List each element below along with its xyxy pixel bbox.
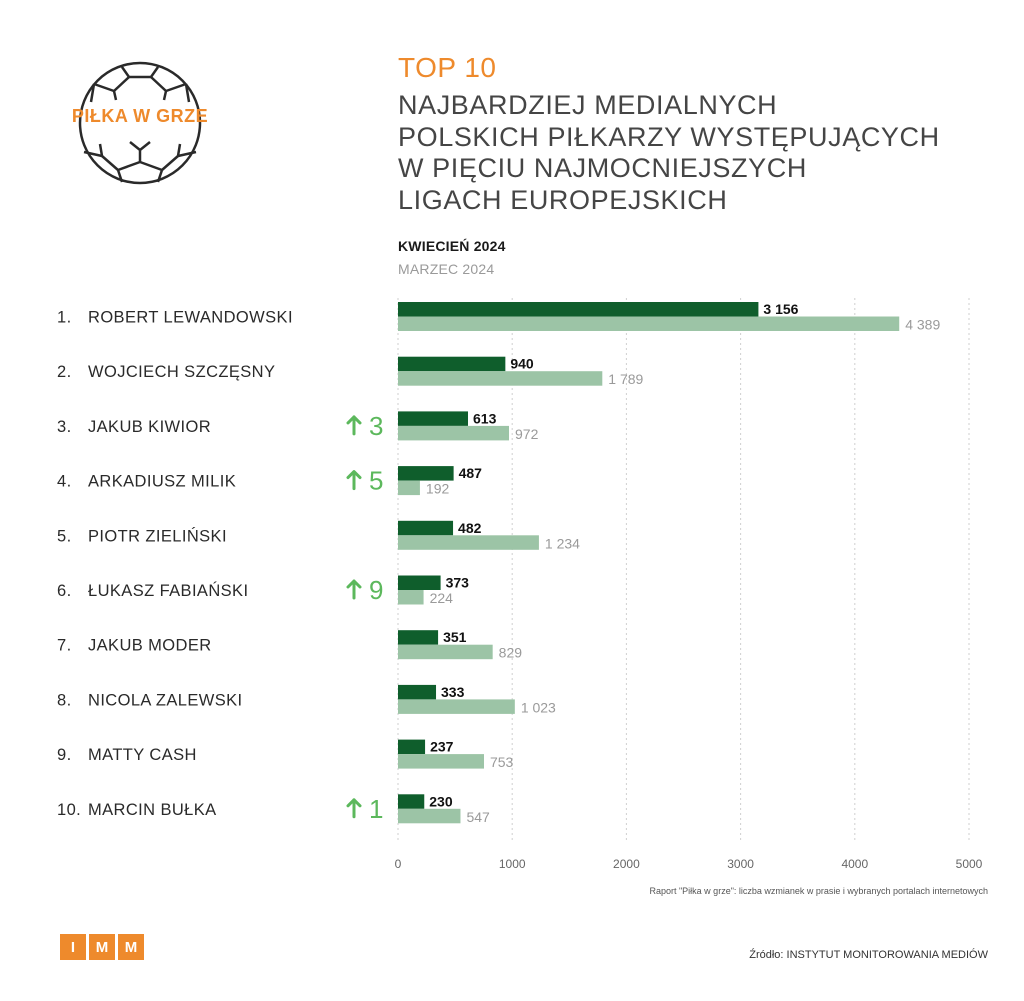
bar-current xyxy=(398,411,469,426)
bar-chart: 0 1000 2000 3000 4000 5000 1. ROBERT LEWANDOWSK… xyxy=(57,298,983,871)
bar-label-current: 487 xyxy=(459,465,483,481)
legend-current: KWIECIEŃ 2024 xyxy=(398,238,506,254)
x-tick-label: 1000 xyxy=(499,857,526,871)
bar-current xyxy=(398,794,425,809)
x-tick-label: 0 xyxy=(395,857,402,871)
bar-label-previous: 1 789 xyxy=(608,371,643,387)
bar-previous xyxy=(398,644,493,660)
player-name: NICOLA ZALEWSKI xyxy=(88,691,243,709)
bar-previous xyxy=(398,425,510,441)
chart-title-line: W PIĘCIU NAJMOCNIEJSZYCH xyxy=(398,153,807,183)
bar-current xyxy=(398,356,506,372)
bar-label-current: 482 xyxy=(458,520,482,536)
imm-logo-letter: M xyxy=(89,934,115,960)
rank-number: 7. xyxy=(57,637,72,655)
bar-previous xyxy=(398,754,484,769)
logo-text: PIŁKA W GRZE xyxy=(71,106,209,126)
bar-label-previous: 224 xyxy=(430,590,454,606)
bar-label-previous: 4 389 xyxy=(905,317,940,333)
imm-logo-letter: I xyxy=(60,934,86,960)
chart-title-line: LIGACH EUROPEJSKICH xyxy=(398,184,728,215)
logo: PIŁKA W GRZE xyxy=(58,58,248,188)
bar-label-current: 3 156 xyxy=(763,301,798,317)
bar-current xyxy=(398,630,439,645)
rank-number: 9. xyxy=(57,746,72,764)
source-text: Źródło: INSTYTUT MONITOROWANIA MEDIÓW xyxy=(749,949,988,961)
bar-label-previous: 547 xyxy=(466,809,490,825)
rank-number: 10. xyxy=(57,801,81,819)
bar-label-current: 230 xyxy=(429,793,453,809)
bar-current xyxy=(398,466,454,481)
player-name: ROBERT LEWANDOWSKI xyxy=(88,309,293,327)
bar-previous xyxy=(398,699,515,714)
bar-label-current: 351 xyxy=(443,629,467,645)
bar-label-previous: 972 xyxy=(515,426,539,442)
player-name: WOJCIECH SZCZĘSNY xyxy=(88,363,275,381)
player-name: ARKADIUSZ MILIK xyxy=(88,473,236,491)
bar-previous xyxy=(398,590,424,605)
bar-previous xyxy=(398,808,461,824)
bar-label-current: 333 xyxy=(441,684,465,700)
bar-previous xyxy=(398,480,420,496)
rank-change-value: 5 xyxy=(369,466,383,496)
bar-label-previous: 192 xyxy=(426,481,450,497)
chart-title: NAJBARDZIEJ MEDIALNYCH POLSKICH PIŁKARZY… xyxy=(398,90,998,216)
imm-logo: I M M xyxy=(60,934,144,960)
player-name: ŁUKASZ FABIAŃSKI xyxy=(88,581,248,600)
bar-label-current: 373 xyxy=(446,575,470,591)
player-name: MARCIN BUŁKA xyxy=(88,801,217,819)
bar-current xyxy=(398,302,759,317)
rank-number: 8. xyxy=(57,691,72,709)
bar-label-current: 237 xyxy=(430,739,454,755)
arrow-up-icon xyxy=(346,470,362,491)
bar-previous xyxy=(398,371,603,386)
rank-number: 3. xyxy=(57,418,72,436)
arrow-up-icon xyxy=(346,415,362,436)
chart-title-top: TOP 10 xyxy=(398,52,497,83)
bar-label-previous: 1 023 xyxy=(521,699,556,715)
legend-previous: MARZEC 2024 xyxy=(398,261,495,277)
bar-label-previous: 1 234 xyxy=(545,535,580,551)
rank-change-value: 1 xyxy=(369,794,383,824)
bar-label-previous: 753 xyxy=(490,754,514,770)
imm-logo-letter: M xyxy=(118,934,144,960)
player-name: JAKUB KIWIOR xyxy=(88,418,211,436)
rank-change-value: 9 xyxy=(369,575,383,605)
rank-change-value: 3 xyxy=(369,411,383,441)
bar-previous xyxy=(398,316,900,331)
x-tick-label: 2000 xyxy=(613,857,640,871)
rank-number: 6. xyxy=(57,582,72,600)
x-tick-label: 5000 xyxy=(956,857,983,871)
player-name: MATTY CASH xyxy=(88,746,197,764)
x-tick-label: 3000 xyxy=(727,857,754,871)
rank-number: 1. xyxy=(57,309,72,327)
x-tick-label: 4000 xyxy=(841,857,868,871)
rank-number: 2. xyxy=(57,363,72,381)
bar-current xyxy=(398,575,441,590)
report-note: Raport "Piłka w grze": liczba wzmianek w… xyxy=(649,886,988,896)
player-name: JAKUB MODER xyxy=(88,637,212,655)
bar-current xyxy=(398,739,426,755)
rank-number: 5. xyxy=(57,527,72,545)
bar-label-previous: 829 xyxy=(499,645,523,661)
bar-previous xyxy=(398,535,539,550)
arrow-up-icon xyxy=(346,798,362,819)
arrow-up-icon xyxy=(346,579,362,600)
chart-title-line: NAJBARDZIEJ MEDIALNYCH xyxy=(398,90,778,120)
bar-current xyxy=(398,684,437,700)
rank-number: 4. xyxy=(57,473,72,491)
football-icon xyxy=(78,61,202,185)
chart-title-line: POLSKICH PIŁKARZY WYSTĘPUJĄCYCH xyxy=(398,121,940,152)
bar-label-current: 613 xyxy=(473,410,497,426)
bar-current xyxy=(398,520,454,536)
player-name: PIOTR ZIELIŃSKI xyxy=(88,526,227,545)
bar-label-current: 940 xyxy=(510,356,534,372)
